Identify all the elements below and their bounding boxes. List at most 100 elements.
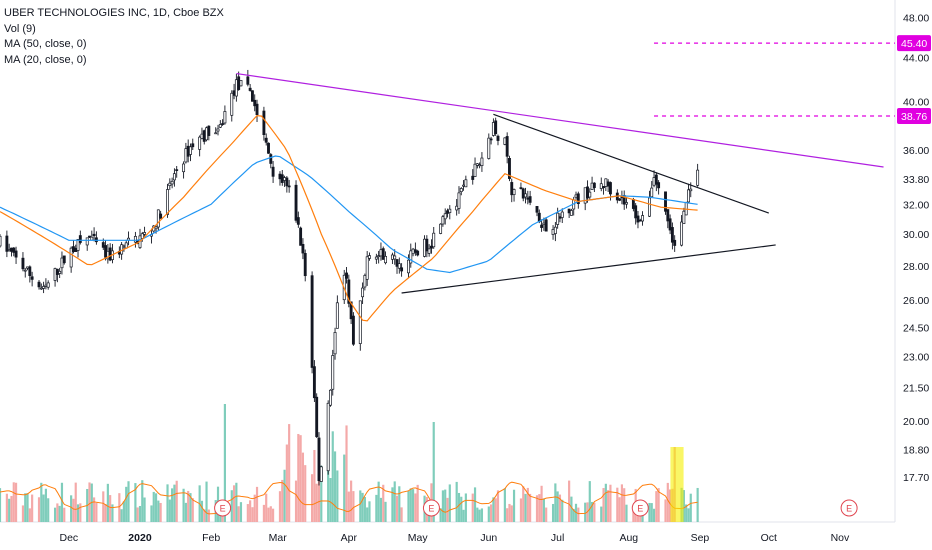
candle-body-down [528, 196, 532, 203]
candle-body-down [381, 248, 385, 260]
earnings-marker: E [214, 499, 232, 517]
legend-ma20[interactable]: MA (20, close, 0) [4, 53, 87, 66]
earnings-letter: E [428, 504, 434, 514]
candle [540, 219, 544, 232]
volume-bar [584, 502, 587, 522]
candle [267, 142, 270, 154]
time-tick-label: May [408, 532, 429, 544]
candle-body-up [377, 255, 381, 258]
earnings-marker: E [631, 499, 649, 517]
volume-bar [157, 500, 160, 522]
volume-bar [281, 479, 284, 522]
volume-bar [143, 497, 146, 522]
volume-bar [347, 491, 350, 522]
volume-bar [361, 492, 364, 522]
candle-body-down [535, 206, 539, 213]
time-tick-label: Mar [269, 532, 288, 544]
price-tick-label: 26.00 [903, 295, 929, 307]
candle [508, 155, 511, 182]
candle-body-up [329, 389, 332, 406]
volume-bar [14, 482, 18, 522]
candle [239, 79, 243, 87]
price-tick-label: 17.70 [903, 472, 929, 484]
volume-bar [168, 499, 171, 522]
volume-bar [444, 489, 447, 522]
candle-body-up [524, 193, 527, 198]
candle-body-up [512, 189, 516, 195]
volume-bar [572, 508, 575, 522]
candle [331, 349, 335, 396]
candle [264, 133, 268, 146]
candle-body-up [687, 189, 690, 203]
candle-body-up [170, 180, 174, 185]
candle-body-down [287, 185, 291, 188]
volume-bar [540, 485, 543, 522]
candle [78, 230, 82, 245]
volume-bar [125, 486, 128, 522]
candle-body-up [553, 226, 557, 234]
legend-ma50[interactable]: MA (50, close, 0) [4, 38, 87, 50]
candle-body-down [567, 208, 571, 214]
volume-bar [414, 493, 417, 522]
volume-bar [235, 482, 238, 522]
candle-body-down [508, 157, 511, 179]
volume-bar [448, 484, 451, 522]
candle [46, 280, 50, 290]
candle [287, 179, 291, 193]
candle-body-up [368, 255, 371, 259]
volume-bar [508, 503, 511, 522]
candle-body-up [166, 189, 169, 215]
volume-bar [109, 495, 112, 522]
candle-body-down [232, 90, 236, 96]
volume-bar [545, 507, 548, 522]
volume-bar [377, 481, 380, 522]
candle-body-down [489, 138, 493, 141]
candle-body-down [631, 199, 635, 209]
candle-body-up [53, 268, 57, 281]
volume-bar [618, 497, 621, 522]
volume-bar [689, 493, 692, 522]
volume-bar [327, 433, 330, 522]
candle [634, 203, 638, 225]
volume-bar [558, 494, 562, 522]
candle-body-down [202, 130, 206, 142]
legend-volume[interactable]: Vol (9) [4, 22, 36, 35]
volume-bar [455, 481, 458, 522]
candle [351, 312, 355, 346]
candle-body-up [172, 173, 176, 181]
candle-body-down [104, 245, 108, 258]
volume-bar [616, 487, 619, 522]
candle [207, 125, 211, 141]
time-tick-label: Jul [551, 532, 564, 544]
candle [168, 178, 172, 190]
price-tick-label: 18.80 [903, 444, 929, 456]
volume-bar [620, 484, 624, 522]
candle-body-down [221, 123, 225, 125]
volume-bar [336, 470, 339, 522]
candle [23, 267, 27, 278]
volume-bar [12, 482, 15, 522]
volume-bar [63, 507, 66, 522]
volume-bar [473, 487, 477, 522]
candle [409, 243, 413, 268]
volume-bar [200, 500, 204, 522]
candle-body-up [393, 255, 397, 260]
candle [505, 132, 509, 164]
candle [670, 222, 674, 250]
candle [464, 175, 468, 188]
candle-body-down [253, 99, 257, 107]
candle-body-up [459, 188, 463, 193]
legend-title[interactable]: UBER TECHNOLOGIES INC, 1D, Cboe BZX [4, 7, 224, 19]
candle [218, 120, 222, 129]
volume-bar [58, 505, 61, 522]
candle [381, 246, 385, 260]
candle-body-down [351, 315, 355, 345]
candle-body-down [586, 186, 589, 199]
price-tick-label: 32.00 [903, 199, 929, 211]
candle-body-up [441, 216, 445, 225]
volume-bar [26, 493, 29, 522]
candle-body-up [439, 223, 443, 234]
candle [528, 190, 532, 206]
candle-body-down [28, 266, 32, 276]
